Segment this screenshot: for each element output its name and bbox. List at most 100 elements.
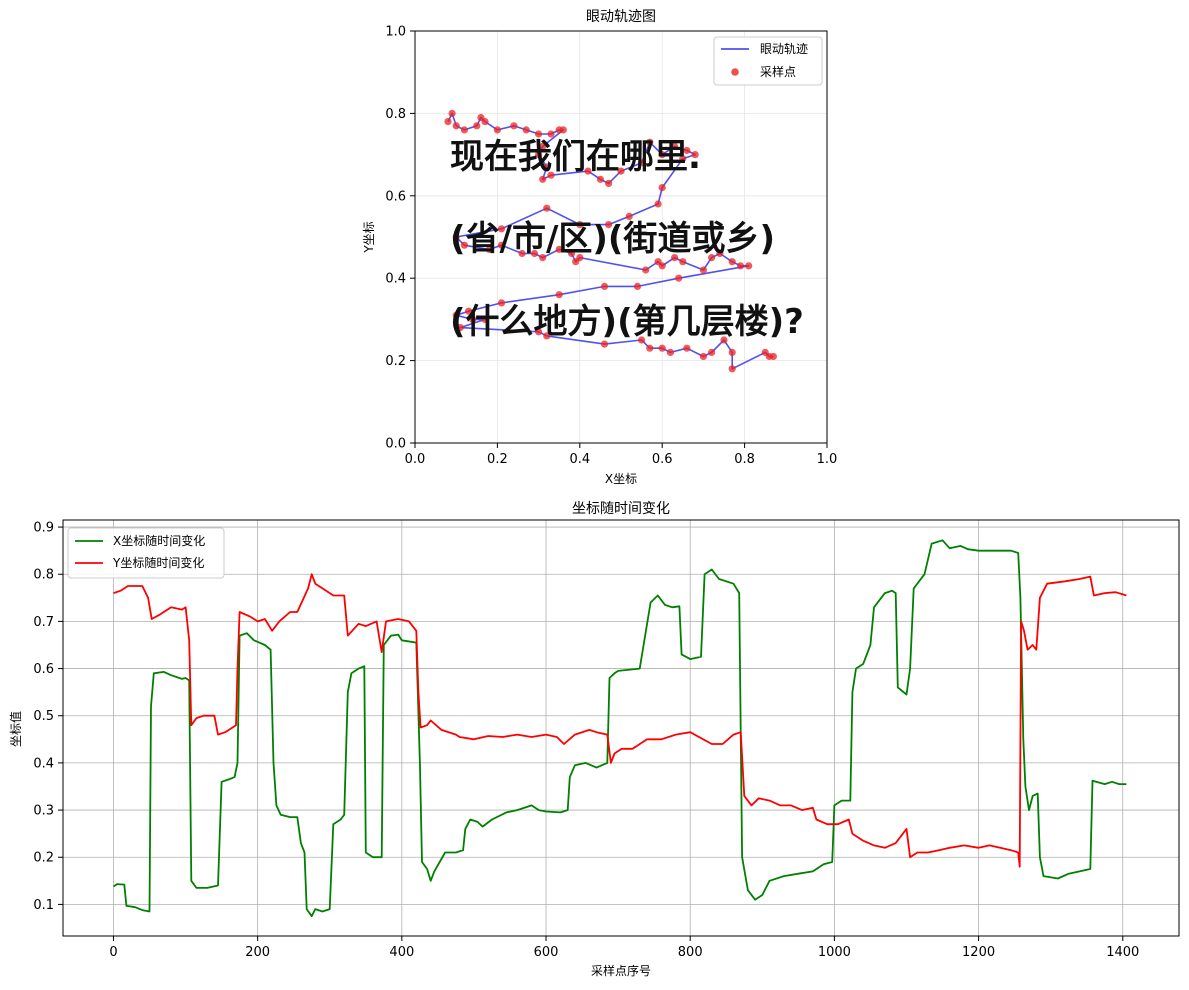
sample-point <box>481 118 489 126</box>
sample-point <box>460 241 468 249</box>
sample-point <box>535 130 543 138</box>
y-tick-label: 0.8 <box>385 107 406 122</box>
sample-point <box>683 344 691 352</box>
x-tick-label: 0 <box>109 945 117 960</box>
sample-point <box>699 266 708 274</box>
sample-point <box>728 258 736 266</box>
sample-point <box>633 282 642 290</box>
sample-point <box>510 122 518 130</box>
sample-point <box>658 184 666 192</box>
sample-point <box>605 179 613 187</box>
sample-point <box>584 167 592 175</box>
plot-area <box>415 31 827 443</box>
chart-title: 坐标随时间变化 <box>572 501 670 517</box>
sample-point <box>539 142 547 150</box>
x-tick-label: 1400 <box>1106 945 1139 960</box>
plot-frame <box>62 519 1180 937</box>
y-tick-label: 0.8 <box>33 568 54 583</box>
sample-point <box>539 175 547 183</box>
sample-point <box>543 332 551 340</box>
sample-point <box>568 249 576 258</box>
sample-point <box>638 336 646 344</box>
y-tick-label: 0.1 <box>33 898 54 913</box>
legend: X坐标随时间变化 Y坐标随时间变化 <box>67 527 225 579</box>
legend: 眼动轨迹 采样点 <box>713 36 823 86</box>
plot-frame <box>414 30 828 444</box>
x-axis-label: 采样点序号 <box>591 963 651 978</box>
sample-point <box>596 175 605 183</box>
coordinate-time-chart: 坐标随时间变化 0 200 400 600 800 1000 1200 1400 0.1 0.2… <box>8 501 1180 978</box>
sample-point <box>679 258 687 266</box>
sample-point <box>485 245 493 253</box>
sample-point <box>708 254 716 262</box>
y-coordinate-series-line <box>113 573 1127 868</box>
overlay-line-2: (省/市/区)(街道或乡) <box>450 219 775 259</box>
sample-point <box>555 245 563 253</box>
x-tick-label: 400 <box>389 945 414 960</box>
y-tick-label: 0.4 <box>33 756 54 771</box>
sample-point <box>576 254 584 262</box>
overlay-line-1: 现在我们在哪里. <box>450 137 701 177</box>
sample-point <box>576 221 584 229</box>
y-tick-label: 1.0 <box>385 25 406 40</box>
sample-point <box>642 266 650 274</box>
overlay-question-text: 现在我们在哪里. (省/市/区)(街道或乡) (什么地方)(第几层楼)? <box>450 137 804 342</box>
gaze-trajectory-chart: 眼动轨迹图 现在我们在哪里. (省/市/区)(街道或乡) (什么地方)(第几层楼… <box>362 9 837 486</box>
y-tick-label: 0.9 <box>33 521 54 536</box>
sample-point <box>518 249 526 258</box>
x-coordinate-series-line <box>113 539 1127 918</box>
y-tick-label: 0.3 <box>33 804 54 819</box>
y-axis-ticks: 0.0 0.2 0.4 0.6 0.8 1.0 <box>385 25 415 452</box>
sample-point <box>497 241 506 249</box>
x-tick-label: 0.6 <box>652 452 673 467</box>
sample-point <box>736 262 745 270</box>
y-tick-label: 0.2 <box>33 851 54 866</box>
sample-point <box>460 126 468 134</box>
sample-point <box>699 352 708 361</box>
sample-point <box>666 348 675 356</box>
sample-point <box>448 109 456 117</box>
series-lines <box>113 539 1127 918</box>
sample-point <box>555 291 563 299</box>
sample-point <box>638 159 646 167</box>
sample-point <box>720 336 728 344</box>
x-axis-ticks: 0.0 0.2 0.4 0.6 0.8 1.0 <box>405 443 838 467</box>
y-tick-label: 0.7 <box>33 615 54 630</box>
sample-point <box>671 142 679 150</box>
sample-point <box>675 274 683 282</box>
y-axis-ticks: 0.1 0.2 0.3 0.4 0.5 0.6 0.7 0.8 0.9 <box>33 521 63 913</box>
sample-point <box>444 118 452 126</box>
sample-point <box>600 282 609 290</box>
x-axis-ticks: 0 200 400 600 800 1000 1200 1400 <box>109 936 1139 960</box>
sample-point <box>658 344 666 352</box>
sample-point <box>543 163 551 171</box>
legend-label-trajectory: 眼动轨迹 <box>760 42 808 56</box>
legend-box <box>67 527 225 579</box>
sample-point <box>473 122 481 130</box>
sample-point <box>646 344 654 352</box>
sample-point <box>769 352 778 361</box>
x-tick-label: 0.0 <box>405 452 426 467</box>
plot-area <box>63 520 1179 936</box>
sample-point <box>469 315 477 323</box>
chart-title: 眼动轨迹图 <box>586 9 656 25</box>
y-axis-label: Y坐标 <box>362 221 376 253</box>
sample-point <box>465 307 473 315</box>
legend-point-swatch <box>731 68 739 76</box>
sample-point <box>452 233 460 241</box>
sample-point <box>600 340 609 348</box>
sample-point <box>543 204 551 212</box>
sample-point <box>625 212 633 220</box>
sample-points-series <box>444 109 778 373</box>
x-tick-label: 0.8 <box>734 452 755 467</box>
x-tick-label: 1.0 <box>817 452 838 467</box>
sample-point <box>559 126 567 134</box>
sample-point <box>535 328 543 336</box>
sample-point <box>691 151 699 159</box>
sample-point <box>658 262 666 270</box>
sample-point <box>658 151 666 159</box>
y-tick-label: 0.0 <box>385 437 406 452</box>
legend-label-points: 采样点 <box>760 64 796 79</box>
x-tick-label: 200 <box>245 945 270 960</box>
sample-point <box>497 299 506 307</box>
